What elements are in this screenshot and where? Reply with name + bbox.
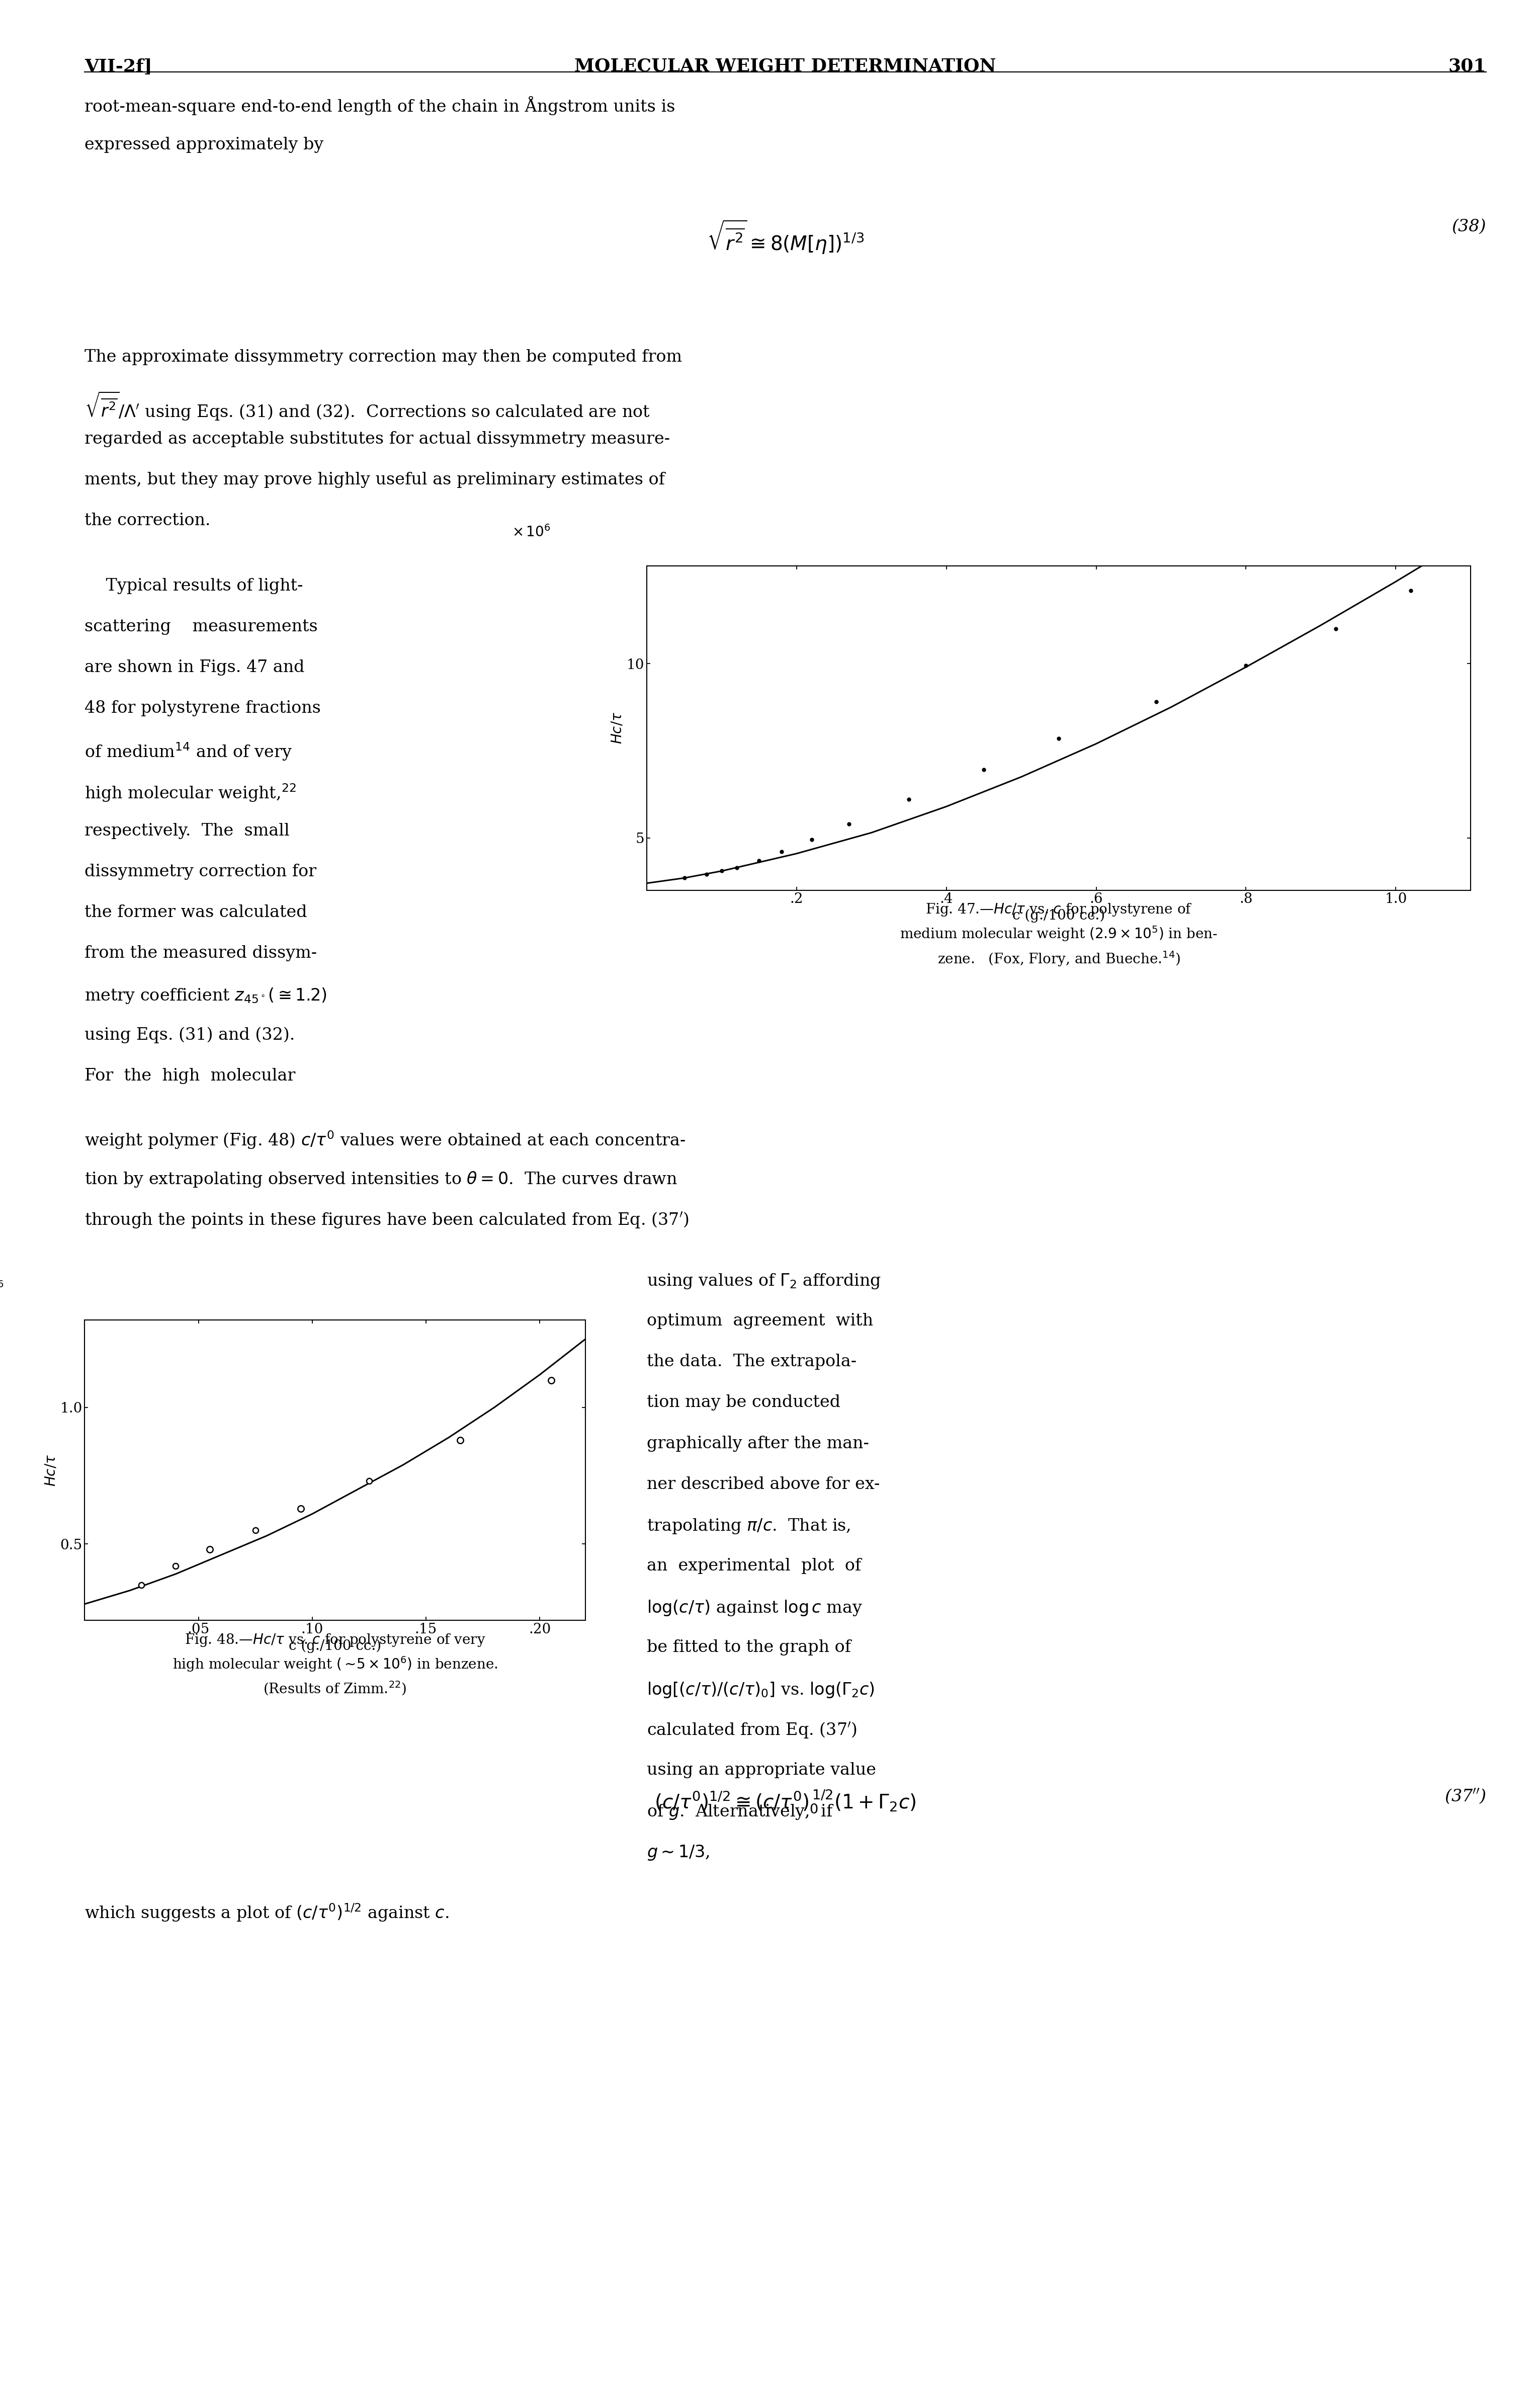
Text: metry coefficient $z_{45^\circ}(\cong 1.2)$: metry coefficient $z_{45^\circ}(\cong 1.… (85, 987, 326, 1004)
Text: the correction.: the correction. (85, 512, 211, 528)
X-axis label: c (g./100 cc.): c (g./100 cc.) (288, 1638, 382, 1653)
Text: using an appropriate value: using an appropriate value (647, 1763, 876, 1777)
Text: scattering    measurements: scattering measurements (85, 620, 317, 634)
Text: (38): (38) (1452, 219, 1486, 235)
Text: using values of $\Gamma_2$ affording: using values of $\Gamma_2$ affording (647, 1273, 881, 1290)
Text: tion may be conducted: tion may be conducted (647, 1396, 841, 1410)
Text: $\log(c/\tau)$ against $\log c$ may: $\log(c/\tau)$ against $\log c$ may (647, 1600, 862, 1617)
Text: of medium$^{14}$ and of very: of medium$^{14}$ and of very (85, 742, 293, 761)
Text: be fitted to the graph of: be fitted to the graph of (647, 1641, 852, 1655)
Text: of $g$.  Alternatively,  if: of $g$. Alternatively, if (647, 1804, 835, 1821)
Text: The approximate dissymmetry correction may then be computed from: The approximate dissymmetry correction m… (85, 348, 682, 365)
Text: high molecular weight,$^{22}$: high molecular weight,$^{22}$ (85, 783, 296, 802)
Y-axis label: $Hc/\tau$: $Hc/\tau$ (45, 1453, 59, 1487)
Text: $\times\,10^6$: $\times\,10^6$ (0, 1280, 3, 1297)
Text: respectively.  The  small: respectively. The small (85, 824, 290, 838)
Text: through the points in these figures have been calculated from Eq. (37$'$): through the points in these figures have… (85, 1211, 690, 1230)
Text: For  the  high  molecular: For the high molecular (85, 1069, 296, 1083)
Text: an  experimental  plot  of: an experimental plot of (647, 1559, 861, 1573)
Text: optimum  agreement  with: optimum agreement with (647, 1314, 873, 1328)
Text: MOLECULAR WEIGHT DETERMINATION: MOLECULAR WEIGHT DETERMINATION (574, 58, 996, 74)
Text: ner described above for ex-: ner described above for ex- (647, 1477, 879, 1492)
Text: regarded as acceptable substitutes for actual dissymmetry measure-: regarded as acceptable substitutes for a… (85, 430, 670, 447)
Text: $\sqrt{\overline{r^{2}}} \cong 8(M[\eta])^{1/3}$: $\sqrt{\overline{r^{2}}} \cong 8(M[\eta]… (707, 219, 864, 255)
Text: Fig. 48.—$Hc/\tau$ vs. $c$ for polystyrene of very
high molecular weight $(\sim\: Fig. 48.—$Hc/\tau$ vs. $c$ for polystyre… (172, 1633, 497, 1696)
Text: ments, but they may prove highly useful as preliminary estimates of: ments, but they may prove highly useful … (85, 471, 665, 488)
Text: $\times\,10^6$: $\times\,10^6$ (513, 526, 551, 540)
Text: graphically after the man-: graphically after the man- (647, 1436, 869, 1451)
Text: the former was calculated: the former was calculated (85, 906, 308, 920)
Text: 48 for polystyrene fractions: 48 for polystyrene fractions (85, 701, 320, 716)
Text: VII-2f]: VII-2f] (85, 58, 152, 74)
Text: dissymmetry correction for: dissymmetry correction for (85, 865, 317, 879)
Text: from the measured dissym-: from the measured dissym- (85, 946, 317, 961)
Text: Typical results of light-: Typical results of light- (85, 579, 303, 593)
Text: $(c/\tau^0)^{1/2} \cong (c/\tau^0)_0^{\,1/2}(1 + \Gamma_2 c)$: $(c/\tau^0)^{1/2} \cong (c/\tau^0)_0^{\,… (654, 1787, 916, 1814)
Text: are shown in Figs. 47 and: are shown in Figs. 47 and (85, 661, 305, 675)
Text: the data.  The extrapola-: the data. The extrapola- (647, 1355, 856, 1369)
Text: tion by extrapolating observed intensities to $\theta = 0$.  The curves drawn: tion by extrapolating observed intensiti… (85, 1170, 678, 1189)
X-axis label: c (g./100 cc.): c (g./100 cc.) (1012, 908, 1106, 922)
Text: weight polymer (Fig. 48) $c/\tau^0$ values were obtained at each concentra-: weight polymer (Fig. 48) $c/\tau^0$ valu… (85, 1129, 685, 1151)
Text: (37$''$): (37$''$) (1445, 1787, 1486, 1806)
Y-axis label: $Hc/\tau$: $Hc/\tau$ (611, 711, 624, 745)
Text: $g\sim 1/3$,: $g\sim 1/3$, (647, 1845, 710, 1862)
Text: using Eqs. (31) and (32).: using Eqs. (31) and (32). (85, 1028, 296, 1042)
Text: $\log[(c/\tau)/(c/\tau)_0]$ vs. $\log(\Gamma_2 c)$: $\log[(c/\tau)/(c/\tau)_0]$ vs. $\log(\G… (647, 1681, 875, 1698)
Text: Fig. 47.—$Hc/\tau$ vs. $c$ for polystyrene of
medium molecular weight $(2.9\time: Fig. 47.—$Hc/\tau$ vs. $c$ for polystyre… (899, 903, 1218, 968)
Text: which suggests a plot of $(c/\tau^0)^{1/2}$ against $c$.: which suggests a plot of $(c/\tau^0)^{1/… (85, 1902, 450, 1924)
Text: root-mean-square end-to-end length of the chain in Ångstrom units is: root-mean-square end-to-end length of th… (85, 96, 676, 115)
Text: 301: 301 (1448, 58, 1486, 74)
Text: calculated from Eq. (37$'$): calculated from Eq. (37$'$) (647, 1722, 858, 1739)
Text: trapolating $\pi/c$.  That is,: trapolating $\pi/c$. That is, (647, 1518, 850, 1535)
Text: $\sqrt{\overline{r^{2}}}/\Lambda'$ using Eqs. (31) and (32).  Corrections so cal: $\sqrt{\overline{r^{2}}}/\Lambda'$ using… (85, 389, 650, 423)
Text: expressed approximately by: expressed approximately by (85, 137, 323, 154)
